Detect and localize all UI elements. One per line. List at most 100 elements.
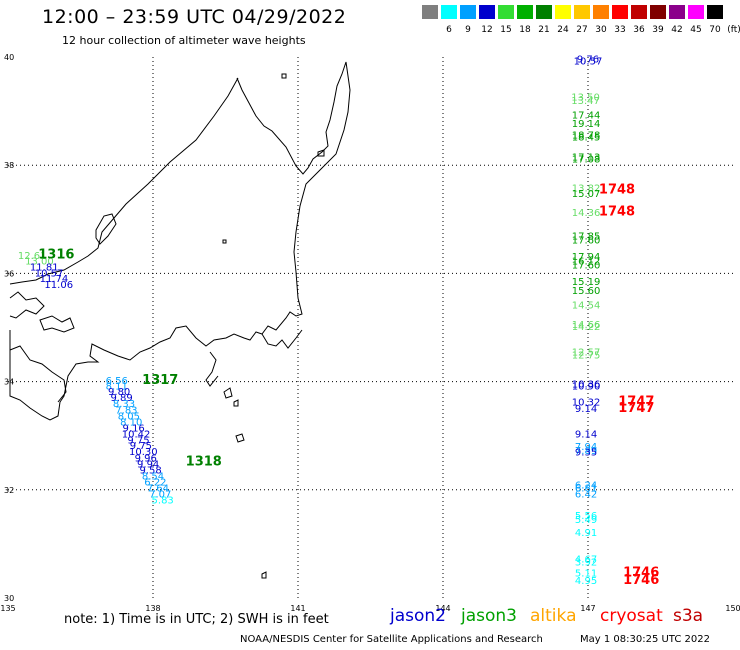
wave-height-label: 8.10 — [120, 417, 142, 428]
wave-height-label: 7.89 — [575, 446, 597, 457]
wave-height-label: 6.22 — [144, 477, 166, 488]
wave-height-label: 10.36 — [572, 380, 601, 391]
legend-label: 15 — [500, 25, 512, 35]
pass-time-label: 1317 — [142, 373, 178, 388]
footer-credit: NOAA/NESDIS Center for Satellite Applica… — [240, 634, 543, 645]
wave-height-label: 13.47 — [571, 96, 600, 107]
lat-tick-label: 34 — [4, 378, 14, 387]
wave-height-label: 6.24 — [575, 481, 597, 492]
wave-height-label: 7.83 — [115, 406, 137, 417]
legend-label: 9 — [465, 25, 471, 35]
lon-tick-label: 135 — [0, 604, 15, 613]
legend-label: 42 — [671, 25, 683, 35]
legend-swatch — [498, 5, 514, 19]
legend-swatch — [555, 5, 571, 19]
lat-tick-label: 40 — [4, 53, 14, 62]
satellite-jason3: jason3 — [461, 606, 517, 626]
legend-label: 39 — [652, 25, 664, 35]
legend-swatch — [631, 5, 647, 19]
wave-height-label: 9.75 — [127, 435, 149, 446]
lon-tick-label: 147 — [580, 604, 595, 613]
wave-height-label: 13.00 — [25, 257, 54, 268]
legend-label: 12 — [481, 25, 493, 35]
osaka-bay-coast — [9, 291, 45, 319]
wave-height-label: 10.30 — [129, 447, 158, 458]
wave-height-label: 8.11 — [106, 382, 128, 393]
lon-tick-label: 150 — [725, 604, 740, 613]
pass-time-label: 1746 — [623, 565, 659, 580]
legend-swatch — [669, 5, 685, 19]
wave-height-label: 6.81 — [575, 483, 597, 494]
legend-swatch — [650, 5, 666, 19]
wave-height-label: 10.90 — [572, 382, 601, 393]
wave-height-label: 10.32 — [572, 397, 601, 408]
wave-height-label: 13.82 — [572, 184, 601, 195]
legend-swatch — [479, 5, 495, 19]
wave-height-label: 7.64 — [147, 483, 169, 494]
wave-height-label: 8.33 — [113, 399, 135, 410]
wave-height-label: 14.22 — [572, 322, 601, 333]
legend-label: 36 — [633, 25, 645, 35]
satellite-jason2: jason2 — [390, 606, 446, 626]
wave-height-label: 5.11 — [575, 568, 597, 579]
legend-label: 70 — [709, 25, 721, 35]
legend-label: 24 — [557, 25, 569, 35]
wave-height-label: 9.80 — [108, 387, 130, 398]
wave-height-label: 9.94 — [137, 460, 159, 471]
legend-swatch — [517, 5, 533, 19]
wave-height-label: 4.67 — [575, 554, 597, 565]
wave-height-label: 19.14 — [572, 119, 601, 130]
wave-height-label: 9.14 — [575, 404, 597, 415]
small-island-3 — [223, 387, 233, 399]
small-island-1 — [281, 73, 287, 79]
wave-height-label: 4.95 — [575, 576, 597, 587]
lat-tick-label: 30 — [4, 594, 14, 603]
wave-height-values: 9.7610.5713.5013.4717.4419.1418.7818.451… — [18, 54, 602, 587]
wave-height-label: 9.58 — [139, 466, 161, 477]
japan-coastline — [9, 61, 351, 579]
satellite-s3a: s3a — [673, 606, 704, 626]
pass-time-label: 1316 — [38, 247, 74, 262]
wave-height-label: 3.92 — [575, 558, 597, 569]
pass-time-label: 1746 — [623, 573, 659, 588]
wave-height-label: 15.07 — [572, 189, 601, 200]
wave-height-label: 17.08 — [572, 154, 601, 165]
lat-tick-label: 38 — [4, 161, 14, 170]
page-title: 12:00 – 23:59 UTC 04/29/2022 — [42, 6, 347, 28]
legend-swatch — [536, 5, 552, 19]
wave-height-label: 14.36 — [572, 208, 601, 219]
pass-time-label: 1748 — [599, 205, 635, 220]
lon-tick-label: 138 — [145, 604, 160, 613]
legend-label: 18 — [519, 25, 531, 35]
legend-unit: (ft) — [727, 25, 740, 35]
wave-height-label: 18.78 — [572, 131, 601, 142]
small-island-4 — [233, 399, 239, 407]
wave-height-label: 12.61 — [18, 251, 47, 262]
legend-label: 27 — [576, 25, 588, 35]
small-island-6 — [261, 571, 267, 579]
wave-height-label: 5.83 — [152, 495, 174, 506]
awaji-coast — [39, 315, 75, 333]
satellite-altika: altika — [530, 606, 577, 626]
wave-height-label: 13.50 — [571, 92, 600, 103]
legend-label: 30 — [595, 25, 607, 35]
small-island-5 — [235, 433, 245, 443]
legend-label: 45 — [690, 25, 702, 35]
wave-height-label: 17.94 — [572, 252, 601, 263]
izu-coast — [205, 351, 219, 387]
wave-height-label: 9.76 — [577, 54, 599, 65]
wave-height-label: 9.14 — [575, 429, 597, 440]
wave-height-label: 10.42 — [122, 429, 151, 440]
wave-height-label: 17.60 — [572, 261, 601, 272]
japan-sea-coast — [9, 77, 239, 285]
wave-height-label: 8.05 — [118, 411, 140, 422]
kii-peninsula — [9, 345, 67, 403]
wave-height-label: 16.12 — [572, 257, 601, 268]
legend-swatch — [460, 5, 476, 19]
wave-height-label: 11.81 — [30, 263, 59, 274]
legend-swatch — [593, 5, 609, 19]
pass-time-label: 1747 — [618, 394, 654, 409]
wave-height-label: 9.89 — [110, 393, 132, 404]
